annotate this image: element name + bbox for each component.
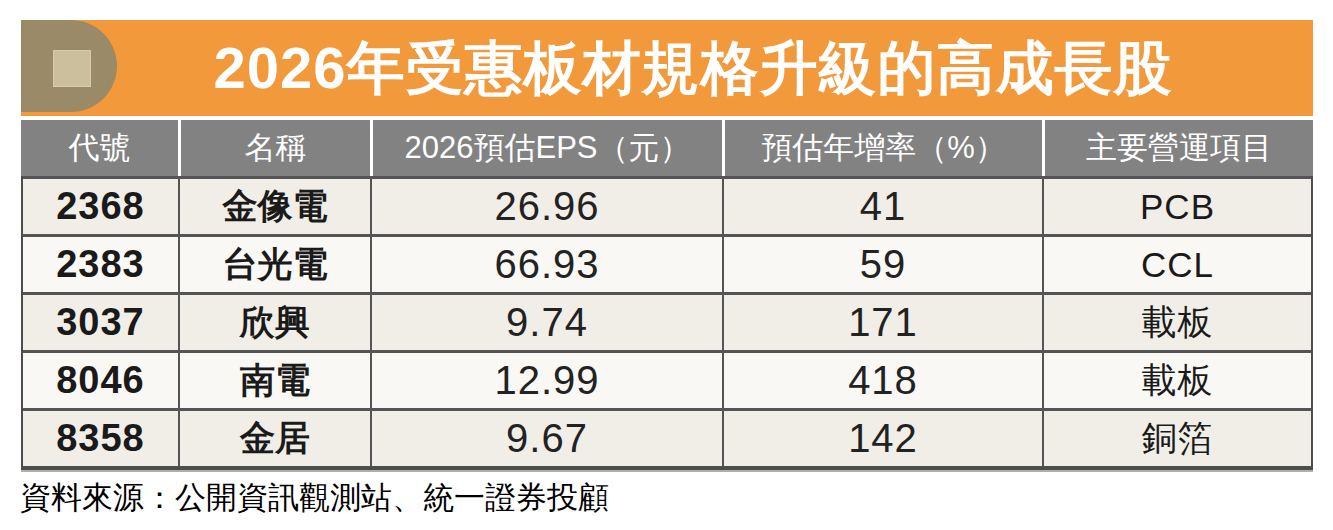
coin-badge-icon	[21, 20, 117, 112]
cell-eps: 9.67	[370, 411, 722, 466]
column-header-code: 代號	[21, 120, 178, 176]
cell-name: 欣興	[178, 295, 370, 350]
coin-badge-inner-square	[53, 50, 91, 87]
table-row: 2383 台光電 66.93 59 CCL	[23, 234, 1311, 292]
cell-name: 金像電	[178, 179, 370, 234]
cell-yoy: 142	[722, 411, 1042, 466]
title-banner: 2026年受惠板材規格升級的高成長股	[21, 20, 1313, 116]
cell-business: 銅箔	[1042, 411, 1311, 466]
cell-name: 南電	[178, 353, 370, 408]
table-body: 2368 金像電 26.96 41 PCB 2383 台光電 66.93 59 …	[21, 176, 1313, 470]
cell-business: PCB	[1042, 179, 1311, 234]
infographic-page: 2026年受惠板材規格升級的高成長股 代號 名稱 2026預估EPS（元） 預估…	[0, 0, 1333, 530]
page-title: 2026年受惠板材規格升級的高成長股	[213, 39, 1172, 97]
cell-yoy: 59	[722, 237, 1042, 292]
cell-code: 8046	[23, 353, 178, 408]
cell-code: 8358	[23, 411, 178, 466]
cell-business: 載板	[1042, 295, 1311, 350]
cell-eps: 12.99	[370, 353, 722, 408]
cell-yoy: 171	[722, 295, 1042, 350]
cell-business: 載板	[1042, 353, 1311, 408]
cell-code: 2368	[23, 179, 178, 234]
data-source-note: 資料來源：公開資訊觀測站、統一證券投顧	[20, 477, 609, 519]
cell-yoy: 418	[722, 353, 1042, 408]
cell-yoy: 41	[722, 179, 1042, 234]
cell-eps: 26.96	[370, 179, 722, 234]
stock-table: 代號 名稱 2026預估EPS（元） 預估年增率（%） 主要營運項目 2368 …	[21, 120, 1313, 470]
column-header-eps: 2026預估EPS（元）	[370, 120, 722, 176]
table-row: 8358 金居 9.67 142 銅箔	[23, 408, 1311, 466]
table-row: 2368 金像電 26.96 41 PCB	[23, 176, 1311, 234]
table-row: 3037 欣興 9.74 171 載板	[23, 292, 1311, 350]
table-header-row: 代號 名稱 2026預估EPS（元） 預估年增率（%） 主要營運項目	[21, 120, 1313, 176]
column-header-business: 主要營運項目	[1042, 120, 1313, 176]
column-header-yoy: 預估年增率（%）	[722, 120, 1042, 176]
cell-name: 金居	[178, 411, 370, 466]
cell-name: 台光電	[178, 237, 370, 292]
cell-code: 3037	[23, 295, 178, 350]
cell-eps: 9.74	[370, 295, 722, 350]
cell-code: 2383	[23, 237, 178, 292]
column-header-name: 名稱	[178, 120, 370, 176]
cell-eps: 66.93	[370, 237, 722, 292]
cell-business: CCL	[1042, 237, 1311, 292]
table-row: 8046 南電 12.99 418 載板	[23, 350, 1311, 408]
